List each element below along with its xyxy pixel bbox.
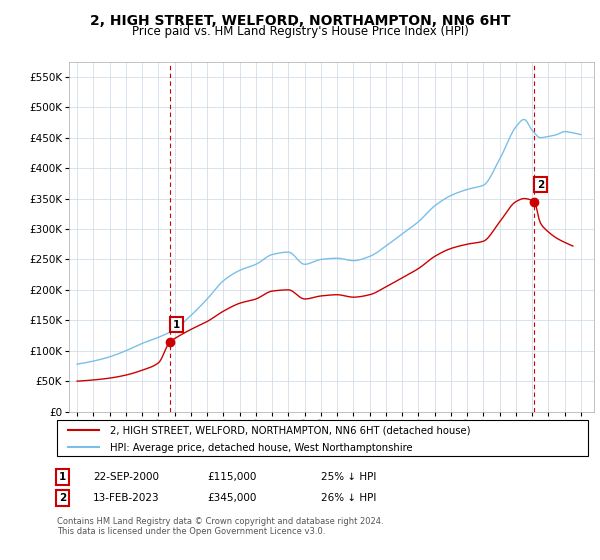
Text: 25% ↓ HPI: 25% ↓ HPI <box>321 472 376 482</box>
Text: HPI: Average price, detached house, West Northamptonshire: HPI: Average price, detached house, West… <box>110 443 413 453</box>
Text: Contains HM Land Registry data © Crown copyright and database right 2024.: Contains HM Land Registry data © Crown c… <box>57 517 383 526</box>
FancyBboxPatch shape <box>57 420 588 456</box>
Text: 13-FEB-2023: 13-FEB-2023 <box>93 493 160 503</box>
Text: 1: 1 <box>59 472 66 482</box>
Text: 1: 1 <box>173 320 180 329</box>
Text: This data is licensed under the Open Government Licence v3.0.: This data is licensed under the Open Gov… <box>57 528 325 536</box>
Text: 2, HIGH STREET, WELFORD, NORTHAMPTON, NN6 6HT: 2, HIGH STREET, WELFORD, NORTHAMPTON, NN… <box>90 14 510 28</box>
Text: 22-SEP-2000: 22-SEP-2000 <box>93 472 159 482</box>
Text: £115,000: £115,000 <box>207 472 256 482</box>
Text: 2: 2 <box>59 493 66 503</box>
Text: 2: 2 <box>537 180 544 189</box>
Text: £345,000: £345,000 <box>207 493 256 503</box>
Text: 26% ↓ HPI: 26% ↓ HPI <box>321 493 376 503</box>
Text: 2, HIGH STREET, WELFORD, NORTHAMPTON, NN6 6HT (detached house): 2, HIGH STREET, WELFORD, NORTHAMPTON, NN… <box>110 426 470 436</box>
Text: Price paid vs. HM Land Registry's House Price Index (HPI): Price paid vs. HM Land Registry's House … <box>131 25 469 38</box>
